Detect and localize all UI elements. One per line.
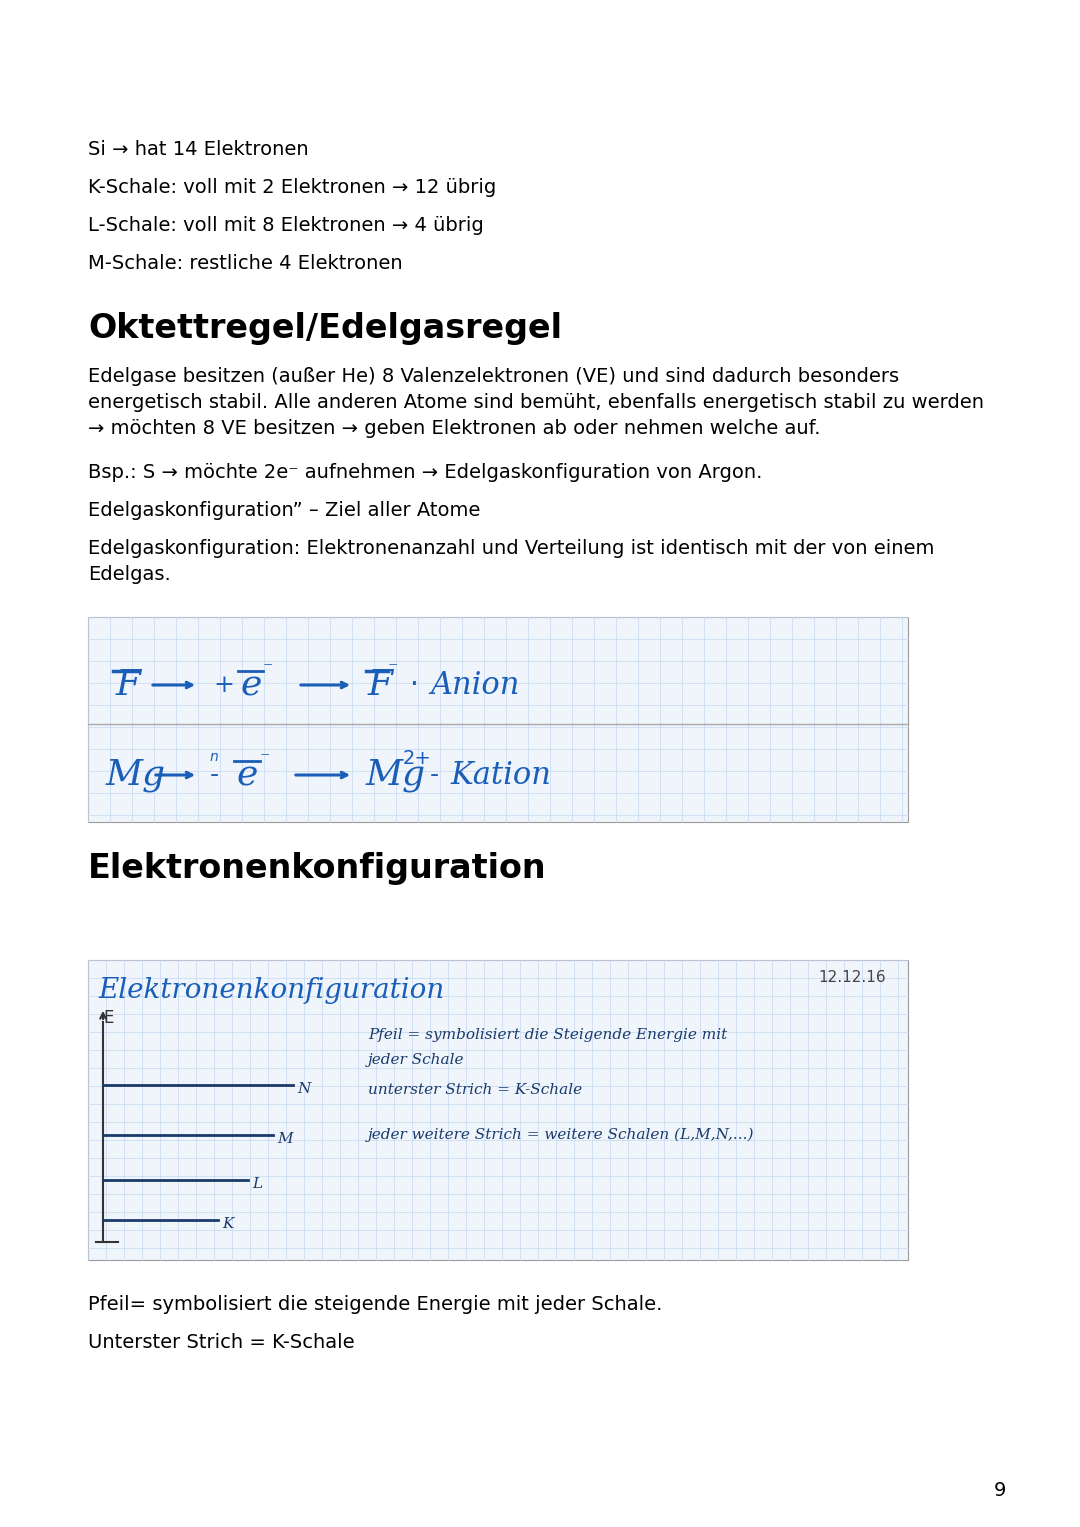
- Text: F: F: [368, 667, 393, 702]
- Text: Pfeil = symbolisiert die Steigende Energie mit: Pfeil = symbolisiert die Steigende Energ…: [368, 1028, 727, 1041]
- Text: ⁻: ⁻: [388, 660, 399, 678]
- Text: Edelgaskonfiguration: Elektronenanzahl und Verteilung ist identisch mit der von : Edelgaskonfiguration: Elektronenanzahl u…: [87, 539, 934, 557]
- Text: e: e: [237, 757, 257, 793]
- Text: Bsp.: S → möchte 2e⁻ aufnehmen → Edelgaskonfiguration von Argon.: Bsp.: S → möchte 2e⁻ aufnehmen → Edelgas…: [87, 463, 762, 483]
- Text: E: E: [103, 1009, 113, 1028]
- Bar: [87, 617, 908, 822]
- Text: Oktettregel/Edelgasregel: Oktettregel/Edelgasregel: [87, 312, 562, 345]
- Text: Edelgaskonfiguration” – Ziel aller Atome: Edelgaskonfiguration” – Ziel aller Atome: [87, 501, 481, 521]
- Text: jeder weitere Strich = weitere Schalen (L,M,N,...): jeder weitere Strich = weitere Schalen (…: [368, 1128, 755, 1142]
- Text: Mg: Mg: [366, 757, 427, 793]
- Text: Unterster Strich = K-Schale: Unterster Strich = K-Schale: [87, 1333, 354, 1351]
- Text: ⁻: ⁻: [260, 750, 270, 768]
- Text: energetisch stabil. Alle anderen Atome sind bemüht, ebenfalls energetisch stabil: energetisch stabil. Alle anderen Atome s…: [87, 392, 984, 412]
- Text: Si → hat 14 Elektronen: Si → hat 14 Elektronen: [87, 140, 309, 159]
- Text: Edelgas.: Edelgas.: [87, 565, 171, 583]
- Text: N: N: [297, 1083, 310, 1096]
- Text: Kation: Kation: [450, 759, 551, 791]
- Text: Mg: Mg: [106, 757, 166, 793]
- Bar: [87, 960, 908, 1260]
- Text: M: M: [276, 1132, 293, 1145]
- Text: K: K: [222, 1217, 233, 1231]
- Text: ·: ·: [410, 670, 419, 699]
- Text: e: e: [240, 667, 261, 702]
- Text: -: -: [210, 764, 219, 786]
- Text: jeder Schale: jeder Schale: [368, 1054, 464, 1067]
- Text: → möchten 8 VE besitzen → geben Elektronen ab oder nehmen welche auf.: → möchten 8 VE besitzen → geben Elektron…: [87, 418, 821, 438]
- Text: L: L: [252, 1177, 262, 1191]
- Text: Elektronenkonfiguration: Elektronenkonfiguration: [87, 852, 546, 886]
- Text: Anion: Anion: [430, 669, 519, 701]
- Text: -: -: [430, 764, 440, 786]
- Text: Pfeil= symbolisiert die steigende Energie mit jeder Schale.: Pfeil= symbolisiert die steigende Energi…: [87, 1295, 662, 1315]
- Text: +: +: [213, 673, 234, 696]
- Text: 9: 9: [994, 1481, 1007, 1500]
- Text: M-Schale: restliche 4 Elektronen: M-Schale: restliche 4 Elektronen: [87, 253, 403, 273]
- Text: 12.12.16: 12.12.16: [818, 971, 886, 985]
- Text: Edelgase besitzen (außer He) 8 Valenzelektronen (VE) und sind dadurch besonders: Edelgase besitzen (außer He) 8 Valenzele…: [87, 366, 900, 386]
- Text: L-Schale: voll mit 8 Elektronen → 4 übrig: L-Schale: voll mit 8 Elektronen → 4 übri…: [87, 215, 484, 235]
- Text: F: F: [116, 667, 141, 702]
- Text: unterster Strich = K-Schale: unterster Strich = K-Schale: [368, 1083, 582, 1096]
- Text: K-Schale: voll mit 2 Elektronen → 12 übrig: K-Schale: voll mit 2 Elektronen → 12 übr…: [87, 179, 496, 197]
- Text: n: n: [210, 750, 219, 764]
- Text: ⁻: ⁻: [264, 660, 273, 678]
- Text: 2+: 2+: [403, 750, 432, 768]
- Text: Elektronenkonfiguration: Elektronenkonfiguration: [98, 976, 444, 1003]
